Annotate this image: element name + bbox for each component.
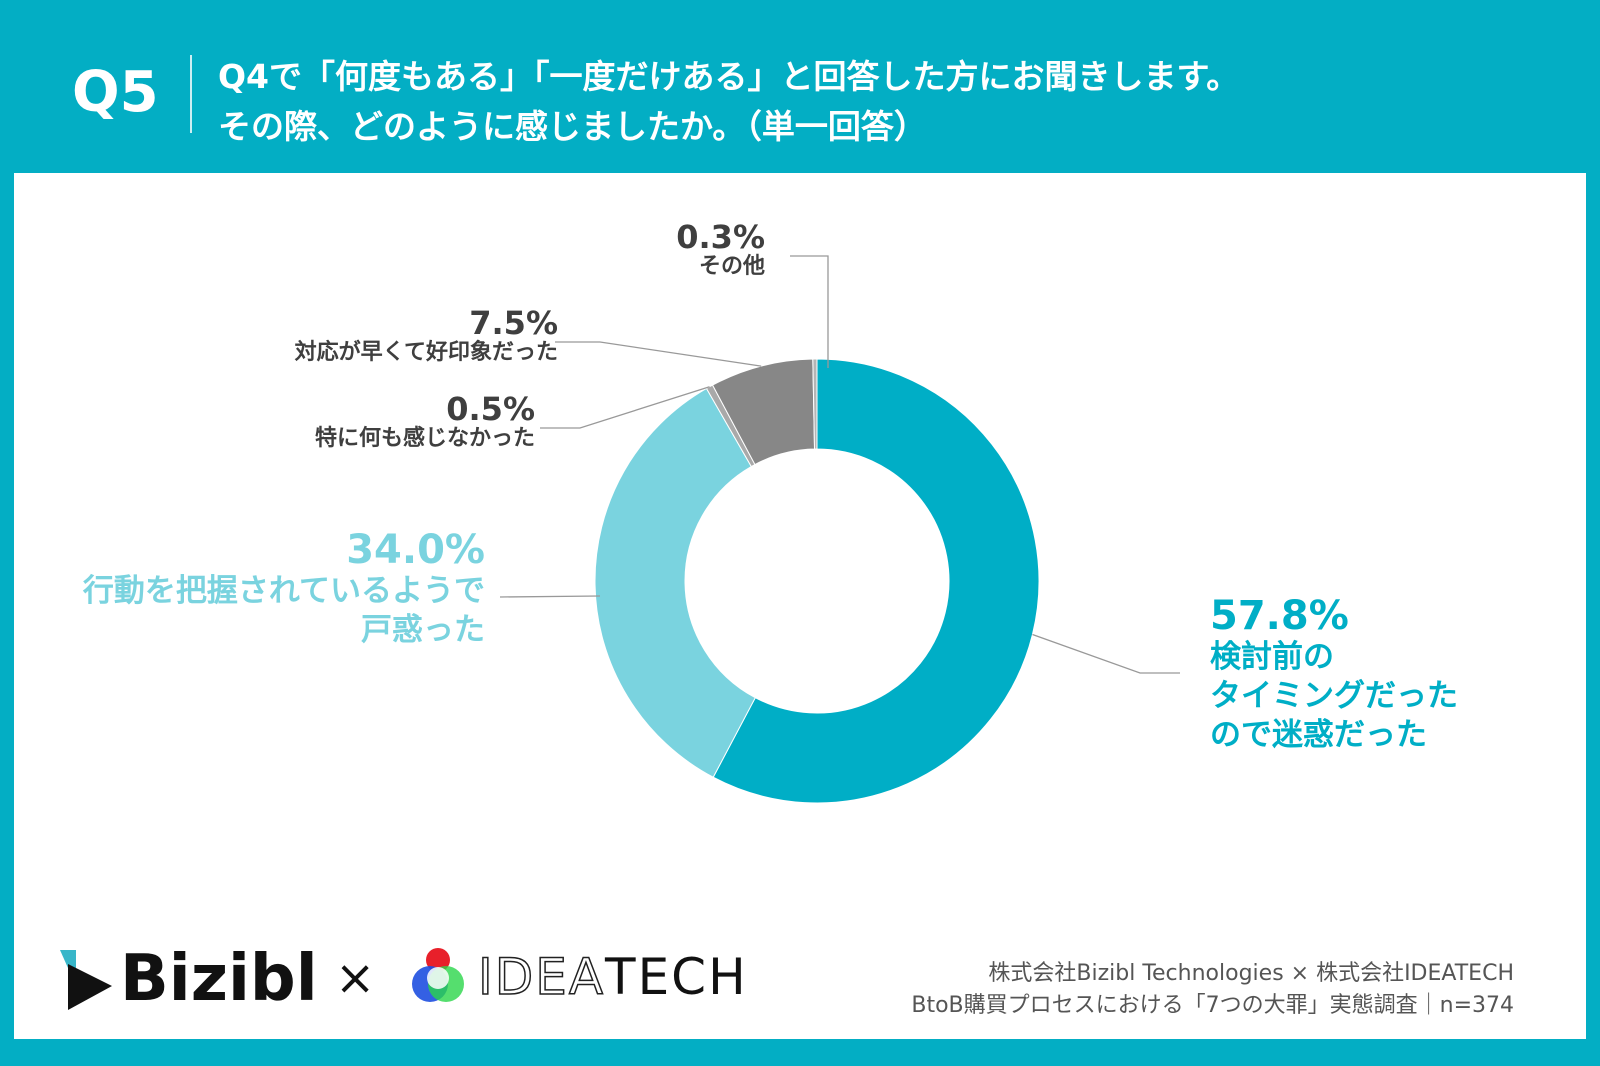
- question-number: Q5: [72, 60, 159, 125]
- donut-slice: [812, 358, 818, 450]
- leader-line: [499, 595, 601, 598]
- bizibl-logo-text: Bizibl: [120, 942, 318, 1016]
- category-label: 行動を把握されているようで: [82, 573, 485, 609]
- title-line-2: その際、どのように感じましたか。（単一回答）: [218, 107, 927, 146]
- category-label: タイミングだった: [1210, 677, 1458, 714]
- label-no-feeling: 0.5% 特に何も感じなかった: [314, 390, 535, 452]
- credit: 株式会社Bizibl Technologies × 株式会社IDEATECH B…: [911, 958, 1514, 1022]
- category-label: ので迷惑だった: [1210, 716, 1427, 753]
- category-label: 特に何も感じなかった: [314, 426, 535, 452]
- label-annoying: 57.8% 検討前の タイミングだった ので迷惑だった: [1210, 594, 1458, 754]
- label-good-impression: 7.5% 対応が早くて好印象だった: [294, 304, 558, 366]
- chart-panel: [14, 173, 1586, 1039]
- pct-label: 34.0%: [346, 527, 485, 573]
- pct-label: 7.5%: [469, 304, 558, 342]
- label-other: 0.3% その他: [676, 218, 765, 280]
- pct-label: 57.8%: [1210, 593, 1349, 639]
- color-wheel-icon: [412, 948, 464, 1002]
- category-label: 対応が早くて好印象だった: [294, 340, 558, 366]
- credit-line-2: BtoB購買プロセスにおける「7つの大罪」実態調査｜n=374: [911, 993, 1514, 1018]
- pct-label: 0.5%: [446, 390, 535, 428]
- header-divider: [190, 55, 192, 133]
- leader-line: [1032, 633, 1180, 674]
- leader-line: [790, 255, 829, 368]
- pct-label: 0.3%: [676, 218, 765, 256]
- bizibl-logo: Bizibl: [56, 942, 318, 1016]
- times-sign: ×: [335, 950, 376, 1006]
- credit-line-1: 株式会社Bizibl Technologies × 株式会社IDEATECH: [988, 961, 1514, 986]
- category-label: 検討前の: [1210, 639, 1334, 675]
- donut-slice: [712, 358, 1040, 804]
- question-title: Q4で「何度もある」「一度だけある」と回答した方にお聞きします。 その際、どのよ…: [218, 52, 1239, 152]
- category-label: 戸惑った: [361, 611, 485, 648]
- title-line-1: Q4で「何度もある」「一度だけある」と回答した方にお聞きします。: [218, 57, 1240, 96]
- ideatech-logo: IDEA TECH: [408, 944, 748, 1010]
- leader-line: [555, 341, 762, 367]
- play-icon: [60, 950, 112, 1010]
- ideatech-logo-outline-text: IDEA: [477, 947, 606, 1007]
- leader-line: [540, 386, 710, 429]
- label-confused: 34.0% 行動を把握されているようで 戸惑った: [83, 528, 485, 650]
- donut-slice: [594, 387, 756, 778]
- ideatech-logo-solid-text: TECH: [605, 948, 748, 1006]
- category-label: その他: [698, 254, 765, 280]
